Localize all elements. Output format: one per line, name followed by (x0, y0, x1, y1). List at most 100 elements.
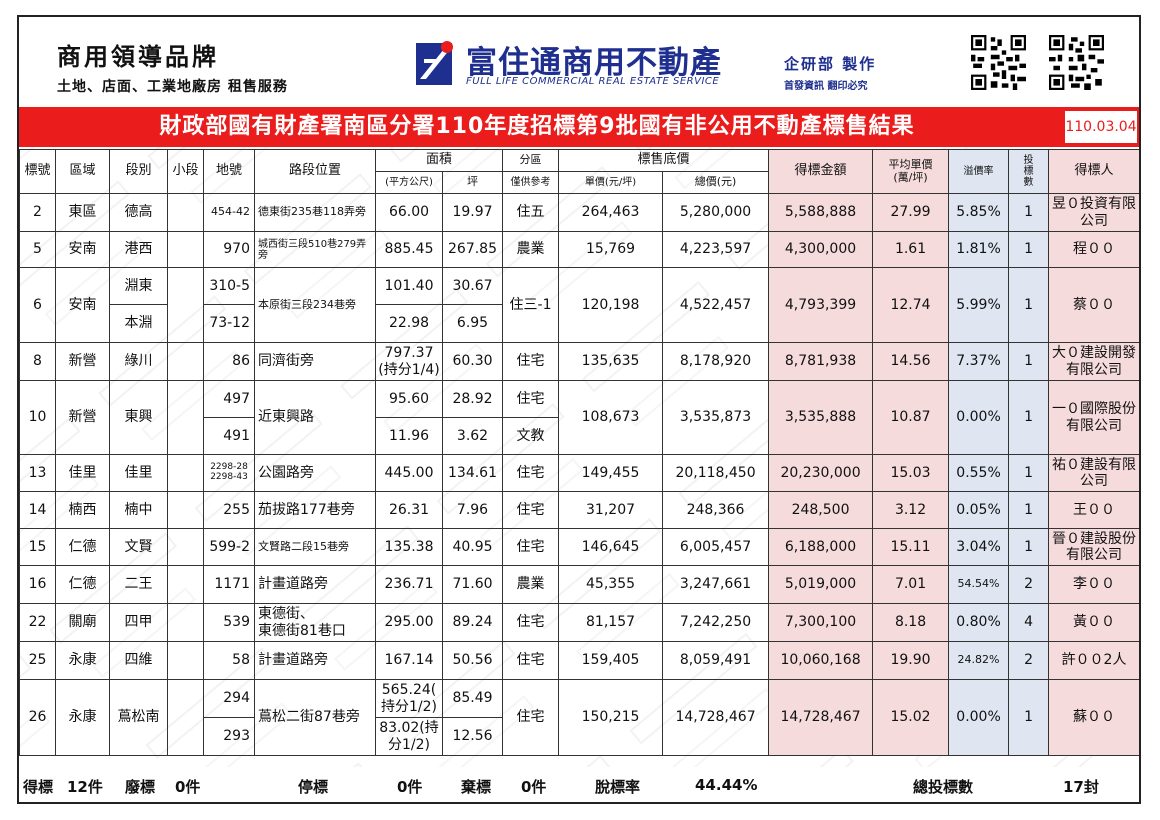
cell-no: 10 (19, 380, 56, 455)
cell-avg-price: 14.56 (872, 342, 950, 381)
cell-subsection (167, 231, 204, 268)
cell-subsection (167, 454, 204, 492)
cell-sqm: 26.31 (375, 491, 443, 529)
cell-section: 楠中 (109, 491, 168, 529)
cell-total-price: 7,242,250 (662, 603, 770, 642)
table-row: 13 佳里 佳里 2298-28 2298-43 公園路旁 445.00 134… (19, 454, 1139, 492)
void-value: 0件 (175, 778, 201, 796)
cell-ping: 12.56 (441, 717, 504, 756)
cell-location: 蔦松二街87巷旁 (254, 679, 376, 756)
cell-premium-rate: 0.55% (948, 454, 1010, 492)
cell-no: 2 (19, 193, 56, 232)
results-table: 標號 區域 段別 小段 地號 路段位置 面積 分區 標售底價 得標金額 平均單價… (19, 149, 1140, 756)
cell-winning-amount: 7,300,100 (768, 603, 874, 642)
cell-unit-price: 159,405 (558, 641, 664, 680)
cell-winner: 蔡００ (1048, 267, 1139, 343)
logo-name: 富住通商用不動產 (466, 45, 722, 81)
cell-ping: 60.30 (441, 342, 504, 381)
cell-no: 6 (19, 267, 56, 343)
cell-section: 東興 (109, 380, 168, 455)
cell-avg-price: 7.01 (872, 565, 950, 604)
cell-area: 安南 (55, 267, 110, 343)
cell-winning-amount: 5,588,888 (768, 193, 874, 232)
total-bids-value: 17封 (1063, 778, 1099, 796)
cell-sqm: 565.24( 持分1/2) (375, 679, 443, 718)
table-row: 8 新營 綠川 86 同濟街旁 797.37 (持分1/4) 60.30 住宅 … (19, 342, 1139, 381)
cell-zone: 農業 (502, 565, 560, 604)
cell-sqm: 66.00 (375, 193, 443, 232)
cell-sqm: 95.60 (375, 380, 443, 418)
cell-zone: 住宅 (502, 342, 560, 381)
qr-code-icon[interactable] (1049, 35, 1104, 90)
brand-title: 商用領導品牌 (57, 43, 219, 71)
cell-no: 13 (19, 454, 56, 492)
cell-premium-rate: 54.54% (948, 565, 1010, 604)
cell-area: 仁德 (55, 528, 110, 566)
cell-zone: 住三-1 (502, 267, 560, 343)
cell-bid-count: 2 (1008, 565, 1050, 604)
cell-bid-count: 1 (1008, 528, 1050, 566)
cell-ping: 19.97 (441, 193, 504, 232)
cell-unit-price: 81,157 (558, 603, 664, 642)
cell-lot: 73-12 (203, 304, 255, 343)
cell-winner: 蘇００ (1048, 679, 1139, 756)
cell-avg-price: 12.74 (872, 267, 950, 343)
cell-zone: 住宅 (502, 454, 560, 492)
cell-zone: 住宅 (502, 380, 560, 418)
unsold-rate-value: 44.44% (695, 776, 758, 794)
table-row: 22 關廟 四甲 539 東德街、 東德街81巷口 295.00 89.24 住… (19, 603, 1139, 642)
cell-location: 近東興路 (254, 380, 376, 455)
cell-bid-count: 4 (1008, 603, 1050, 642)
cell-winning-amount: 3,535,888 (768, 380, 874, 455)
cell-sqm: 101.40 (375, 267, 443, 305)
table-row: 15 仁德 文賢 599-2 文賢路二段15巷旁 135.38 40.95 住宅… (19, 528, 1139, 566)
cell-lot: 497 (203, 380, 255, 418)
cell-subsection (167, 491, 204, 529)
cell-section: 德高 (109, 193, 168, 232)
cell-premium-rate: 0.05% (948, 491, 1010, 529)
cell-location: 東德街、 東德街81巷口 (254, 603, 376, 642)
cell-section: 文賢 (109, 528, 168, 566)
logo-english: FULL LIFE COMMERCIAL REAL ESTATE SERVICE (466, 76, 720, 87)
cell-lot: 970 (203, 231, 255, 268)
cell-zone: 住五 (502, 193, 560, 232)
cell-sqm: 885.45 (375, 231, 443, 268)
table-row: 491 11.96 3.62 文教 (20, 417, 1140, 455)
cell-area: 新營 (55, 342, 110, 381)
cell-winner: 祐０建設有限公司 (1048, 454, 1139, 492)
page-header: 商用領導品牌 土地、店面、工業地廠房 租售服務 富住通商用不動產 FULL LI… (19, 17, 1139, 109)
cell-bid-count: 1 (1008, 491, 1050, 529)
cell-section: 淵東 (109, 267, 168, 305)
col-header-winner: 得標人 (1048, 149, 1139, 194)
cell-premium-rate: 0.00% (948, 380, 1010, 455)
cell-total-price: 8,059,491 (662, 641, 770, 680)
table-row: 本淵 73-12 22.98 6.95 (20, 304, 1140, 343)
cell-avg-price: 15.02 (872, 679, 950, 756)
cell-zone: 住宅 (502, 641, 560, 680)
cell-winner: 黃００ (1048, 603, 1139, 642)
cell-bid-count: 1 (1008, 679, 1050, 756)
cell-ping: 89.24 (441, 603, 504, 642)
cell-winner: 昱０投資有限公司 (1048, 193, 1139, 232)
cell-total-price: 4,522,457 (662, 267, 770, 343)
cell-sqm: 11.96 (375, 417, 443, 455)
cell-ping: 85.49 (441, 679, 504, 718)
cell-avg-price: 8.18 (872, 603, 950, 642)
company-logo: 富住通商用不動產 FULL LIFE COMMERCIAL REAL ESTAT… (414, 37, 744, 97)
cell-winning-amount: 14,728,467 (768, 679, 874, 756)
cell-area: 安南 (55, 231, 110, 268)
cell-section: 四甲 (109, 603, 168, 642)
col-header-area: 區域 (55, 149, 110, 194)
cell-winning-amount: 248,500 (768, 491, 874, 529)
cell-avg-price: 10.87 (872, 380, 950, 455)
cell-subsection (167, 565, 204, 604)
cell-winner: 程００ (1048, 231, 1139, 268)
cell-lot: 539 (203, 603, 255, 642)
col-header-unit-price: 單價(元/坪) (558, 171, 664, 194)
cell-subsection (167, 528, 204, 566)
cell-sqm: 236.71 (375, 565, 443, 604)
table-row: 2 東區 德高 454-42 德東街235巷118弄旁 66.00 19.97 … (19, 193, 1139, 232)
cell-subsection (167, 679, 204, 756)
cell-no: 15 (19, 528, 56, 566)
qr-code-icon[interactable] (971, 35, 1026, 90)
